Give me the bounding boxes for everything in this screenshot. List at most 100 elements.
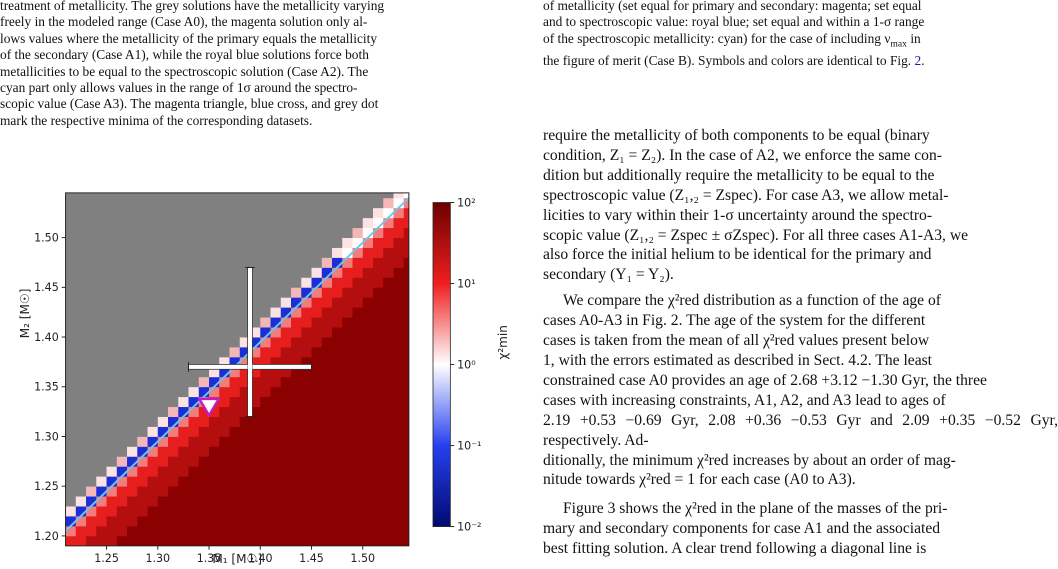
heatmap-cell (291, 327, 302, 338)
heatmap-cell (301, 376, 312, 388)
heatmap-cell (127, 327, 138, 338)
heatmap-cell (106, 386, 118, 398)
heatmap-cell (116, 506, 128, 517)
heatmap-cell (393, 396, 405, 408)
heatmap-cell (209, 506, 220, 517)
heatmap-cell (383, 287, 394, 298)
heatmap-cell (75, 506, 87, 517)
heatmap-cell (127, 277, 138, 288)
heatmap-cell (106, 307, 118, 318)
heatmap-cell (362, 406, 374, 417)
heatmap-cell (157, 476, 169, 487)
heatmap-cell (96, 366, 107, 378)
heatmap-cell (373, 525, 384, 537)
heatmap-cell (393, 287, 405, 298)
x-tick-label: 1.35 (197, 552, 222, 565)
heatmap-cell (393, 337, 405, 348)
paragraph-1: require the metallicity of both componen… (543, 126, 1058, 285)
heatmap-cell (332, 317, 343, 328)
heatmap-cell (362, 317, 374, 328)
heatmap-cell (332, 486, 343, 497)
heatmap-cell (352, 525, 364, 537)
heatmap-cell (352, 247, 364, 258)
heatmap-cell (198, 192, 210, 199)
heatmap-cell (116, 456, 128, 467)
heatmap-cell (75, 297, 87, 308)
heatmap-cell (250, 386, 261, 398)
heatmap-cell (96, 346, 107, 358)
figure-link[interactable]: 2 (914, 52, 922, 68)
text-line: 1, with the errors estimated as describe… (543, 351, 933, 369)
heatmap-cell (198, 436, 210, 447)
heatmap-cell (362, 346, 374, 358)
heatmap-cell (86, 456, 97, 467)
heatmap-cell (106, 456, 118, 467)
heatmap-cell (291, 366, 302, 378)
heatmap-cell (250, 406, 261, 417)
heatmap-cell (373, 227, 384, 239)
heatmap-cell (270, 476, 282, 487)
heatmap-cell (291, 207, 302, 219)
heatmap-cell (178, 486, 189, 497)
heatmap-cell (178, 506, 189, 517)
heatmap-cell (321, 396, 333, 408)
heatmap-cell (301, 506, 312, 517)
heatmap-cell (106, 396, 118, 408)
text-line: condition, Z₁ = Z₂). In the case of A2, … (543, 146, 942, 164)
heatmap-cell (332, 257, 343, 268)
heatmap-cell (157, 426, 169, 437)
heatmap-cell (301, 346, 312, 358)
heatmap-cell (250, 277, 261, 288)
heatmap-cell (260, 506, 271, 517)
text-line: cases with increasing constraints, A1, A… (543, 391, 946, 409)
heatmap-cell (157, 287, 169, 298)
heatmap-cell (116, 366, 128, 378)
heatmap-cell (291, 476, 302, 487)
heatmap-cell (188, 356, 200, 368)
heatmap-cell (270, 287, 282, 298)
heatmap-cell (332, 346, 343, 358)
heatmap-cell (403, 337, 409, 348)
heatmap-cell (239, 197, 251, 209)
heatmap-cell (188, 297, 200, 308)
heatmap-cell (219, 396, 230, 408)
text-line: spectroscopic value (Z₁,₂ = Zspec). For … (543, 186, 949, 204)
heatmap-cell (229, 446, 241, 457)
heatmap-cell (403, 406, 409, 417)
heatmap-cell (157, 376, 169, 388)
heatmap-cell (403, 516, 409, 527)
heatmap-cell (147, 192, 159, 199)
heatmap-cell (137, 376, 148, 388)
heatmap-cell (362, 486, 374, 497)
heatmap-cell (332, 466, 343, 477)
heatmap-cell (332, 516, 343, 527)
heatmap-cell (219, 506, 230, 517)
heatmap-cell (352, 436, 364, 447)
heatmap-cell (342, 346, 353, 358)
heatmap-cell (393, 317, 405, 328)
heatmap-cell (198, 327, 210, 338)
heatmap-cell (168, 426, 179, 437)
heatmap-cell (86, 287, 97, 298)
heatmap-cell (127, 356, 138, 368)
heatmap-cell (219, 337, 230, 348)
heatmap-cell (116, 406, 128, 417)
heatmap-cell (403, 386, 409, 398)
heatmap-cell (86, 396, 97, 408)
heatmap-cell (239, 486, 251, 497)
heatmap-cell (188, 396, 200, 408)
heatmap-cell (373, 192, 384, 199)
heatmap-cell (383, 307, 394, 318)
heatmap-cell (178, 192, 189, 199)
heatmap-cell (250, 446, 261, 457)
text-line: constrained case A0 provides an age of 2… (543, 371, 987, 389)
heatmap-cell (86, 376, 97, 388)
heatmap-cell (137, 237, 148, 248)
heatmap-cell (96, 267, 107, 278)
heatmap-cell (219, 217, 230, 229)
heatmap-cell (127, 376, 138, 388)
heatmap-cell (342, 525, 353, 537)
heatmap-cell (127, 237, 138, 248)
heatmap-cell (383, 535, 394, 546)
heatmap-cell (260, 327, 271, 338)
